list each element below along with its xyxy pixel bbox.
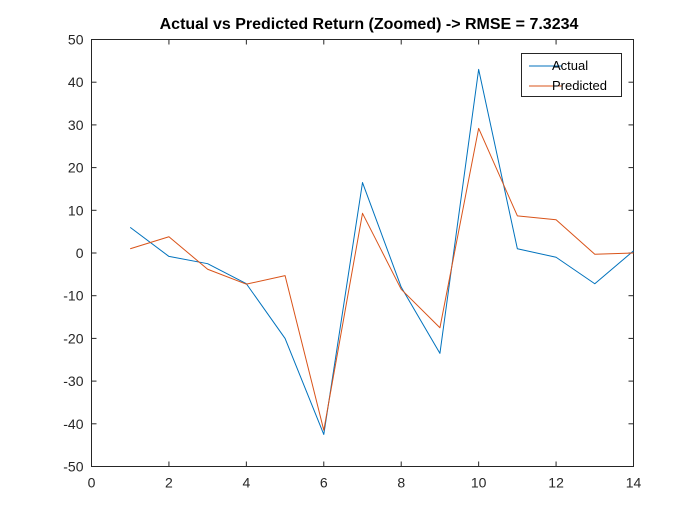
- y-tick-label: 10: [68, 202, 84, 218]
- y-tick-label: -40: [63, 416, 83, 432]
- y-tick-label: 30: [68, 117, 84, 133]
- x-tick-label: 12: [548, 475, 564, 491]
- y-tick-label: -30: [63, 373, 83, 389]
- y-tick-label: 0: [76, 245, 84, 261]
- chart-title: Actual vs Predicted Return (Zoomed) -> R…: [160, 16, 579, 33]
- legend-box: [521, 53, 622, 97]
- series-lines: [129, 68, 634, 435]
- legend-label-predicted: Predicted: [552, 78, 607, 93]
- x-tick-label: 10: [471, 475, 487, 491]
- y-tick-label: 20: [68, 160, 84, 176]
- x-tick-label: 14: [626, 475, 642, 491]
- y-tick-label: -50: [63, 459, 83, 475]
- axis-ticks: 0 2 4 6 8 10 12 14 -50 -40 -30 -20 -10 0 10 20 30 40 50: [63, 32, 641, 491]
- x-tick-label: 0: [88, 475, 96, 491]
- legend-label-actual: Actual: [552, 58, 588, 73]
- x-tick-label: 8: [397, 475, 405, 491]
- x-tick-label: 4: [242, 475, 250, 491]
- x-tick-label: 2: [165, 475, 173, 491]
- y-tick-label: -20: [63, 330, 83, 346]
- y-tick-label: 40: [68, 74, 84, 90]
- legend: Actual Predicted: [521, 53, 622, 97]
- series-line-predicted: [130, 127, 634, 431]
- series-line-actual: [129, 68, 634, 435]
- y-tick-label: 50: [68, 32, 84, 48]
- plot-area: [91, 39, 634, 467]
- x-tick-label: 6: [320, 475, 328, 491]
- y-tick-label: -10: [63, 288, 83, 304]
